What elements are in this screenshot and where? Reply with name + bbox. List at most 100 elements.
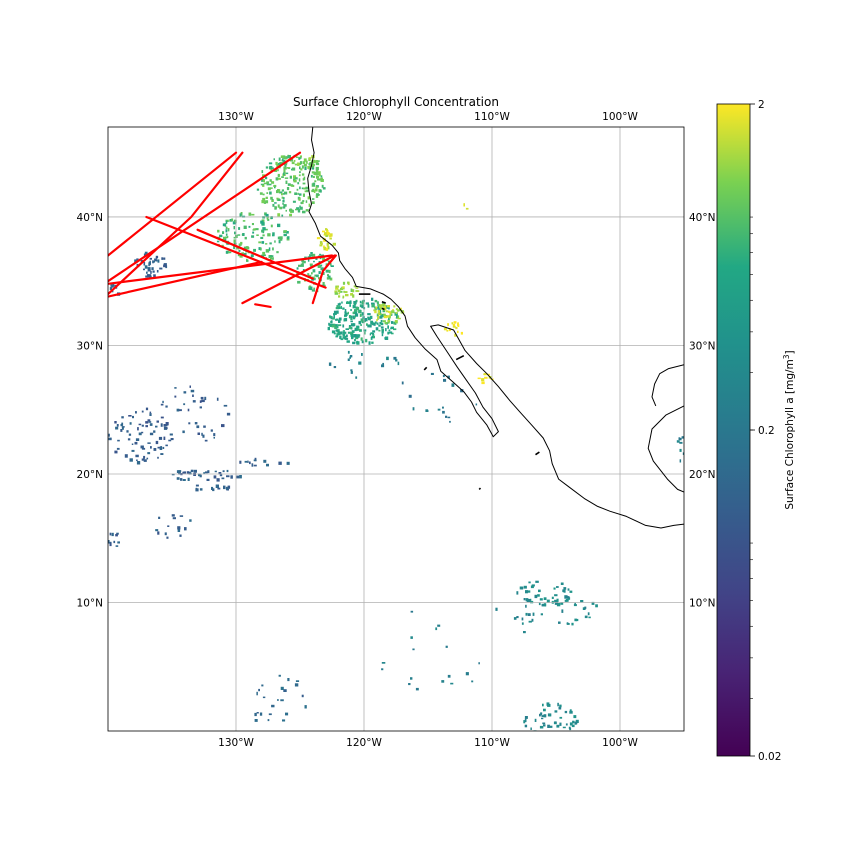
chlorophyll-pixel — [270, 187, 273, 189]
chlorophyll-pixel — [199, 400, 202, 403]
chlorophyll-pixel — [679, 441, 683, 444]
chlorophyll-pixel — [262, 231, 264, 234]
chlorophyll-pixel — [306, 189, 309, 192]
chlorophyll-pixel — [155, 440, 159, 445]
chlorophyll-pixel — [525, 590, 528, 594]
chlorophyll-pixel — [163, 263, 167, 266]
chlorophyll-pixel — [143, 262, 146, 266]
chlorophyll-pixel — [315, 160, 319, 163]
chlorophyll-pixel — [326, 232, 329, 236]
chlorophyll-pixel — [395, 359, 398, 362]
chlorophyll-pixel — [270, 255, 274, 257]
chlorophyll-pixel — [319, 244, 323, 247]
chlorophyll-pixel — [370, 336, 373, 340]
lat-tick-label-right: 30°N — [689, 340, 715, 352]
chlorophyll-pixel — [543, 603, 547, 606]
chlorophyll-pixel — [531, 618, 534, 622]
chlorophyll-pixel — [349, 356, 351, 359]
chlorophyll-pixel — [380, 319, 383, 323]
chlorophyll-pixel — [318, 277, 320, 280]
map-frame — [107, 126, 685, 732]
chlorophyll-pixel — [270, 224, 273, 228]
chlorophyll-pixel — [410, 610, 414, 613]
colorbar-tick-label: 0.02 — [758, 751, 781, 763]
chlorophyll-pixel — [481, 378, 485, 382]
chlorophyll-pixel — [287, 155, 291, 159]
chlorophyll-pixel — [394, 323, 397, 325]
chlorophyll-pixel — [279, 161, 283, 166]
chlorophyll-pixel — [305, 209, 309, 212]
chlorophyll-pixel — [229, 219, 232, 222]
chlorophyll-pixel — [383, 305, 386, 309]
chlorophyll-pixel — [134, 259, 138, 263]
chlorophyll-pixel — [158, 436, 163, 440]
chlorophyll-pixel — [387, 307, 390, 310]
chlorophyll-pixel — [262, 197, 266, 202]
chlorophyll-pixel — [342, 281, 346, 285]
chlorophyll-pixel — [295, 208, 298, 211]
chlorophyll-pixel — [277, 169, 279, 172]
chlorophyll-pixel — [391, 310, 395, 314]
chlorophyll-pixel — [322, 187, 326, 190]
chlorophyll-pixel — [525, 598, 529, 602]
chlorophyll-pixel — [111, 532, 114, 537]
chlorophyll-pixel — [190, 469, 194, 473]
chlorophyll-pixel — [299, 193, 302, 196]
chlorophyll-pixel — [343, 290, 345, 293]
chlorophyll-pixel — [155, 425, 158, 428]
chlorophyll-pixel — [343, 332, 345, 336]
chlorophyll-pixel — [301, 165, 304, 169]
chlorophyll-pixel — [322, 257, 325, 261]
chlorophyll-pixel — [302, 182, 306, 185]
chlorophyll-pixel — [282, 202, 284, 205]
chlorophyll-pixel — [234, 231, 237, 235]
chlorophyll-pixel — [278, 239, 281, 244]
chlorophyll-pixel — [147, 267, 151, 270]
chlorophyll-pixel — [261, 241, 265, 244]
chlorophyll-pixel — [305, 200, 308, 203]
chlorophyll-pixel — [465, 207, 469, 210]
chlorophyll-pixel — [334, 292, 339, 295]
chlorophyll-pixel — [442, 406, 444, 409]
chlorophyll-pixel — [457, 330, 459, 333]
chlorophyll-pixel — [295, 156, 299, 158]
chlorophyll-pixel — [320, 179, 324, 182]
chlorophyll-pixel — [216, 397, 219, 401]
chlorophyll-pixel — [294, 683, 299, 687]
chlorophyll-pixel — [283, 166, 287, 170]
chlorophyll-pixel — [277, 199, 281, 201]
chlorophyll-pixel — [319, 241, 323, 244]
cruise-track — [254, 303, 272, 308]
chlorophyll-pixel — [315, 172, 319, 176]
chlorophyll-pixel — [262, 174, 265, 178]
chlorophyll-pixel — [679, 437, 682, 441]
chlorophyll-pixel — [253, 464, 257, 467]
chlorophyll-pixel — [312, 165, 315, 169]
chlorophyll-pixel — [283, 689, 287, 692]
chlorophyll-pixel — [584, 606, 587, 609]
chlorophyll-pixel — [580, 600, 584, 603]
chlorophyll-pixel — [452, 323, 456, 326]
cruise-track — [108, 151, 302, 283]
chlorophyll-pixel — [546, 702, 550, 706]
chlorophyll-pixel — [261, 222, 265, 226]
chlorophyll-pixel — [152, 260, 155, 263]
chlorophyll-pixel — [277, 177, 281, 180]
chlorophyll-pixel — [335, 285, 338, 289]
chlorophyll-pixel — [216, 478, 220, 482]
chlorophyll-pixel — [252, 231, 255, 234]
chlorophyll-pixel — [236, 247, 240, 250]
chlorophyll-pixel — [471, 680, 474, 683]
chlorophyll-pixel — [330, 320, 333, 323]
cruise-track — [108, 254, 334, 285]
island — [381, 301, 387, 304]
chlorophyll-pixel — [371, 303, 375, 307]
chlorophyll-pixel — [128, 415, 132, 417]
chlorophyll-pixel — [320, 267, 324, 271]
chlorophyll-pixel — [163, 257, 166, 260]
chlorophyll-pixel — [195, 484, 199, 487]
chlorophyll-pixel — [274, 206, 277, 210]
chlorophyll-pixel — [325, 247, 329, 251]
chlorophyll-pixel — [211, 486, 214, 490]
chlorophyll-pixel — [455, 326, 458, 330]
